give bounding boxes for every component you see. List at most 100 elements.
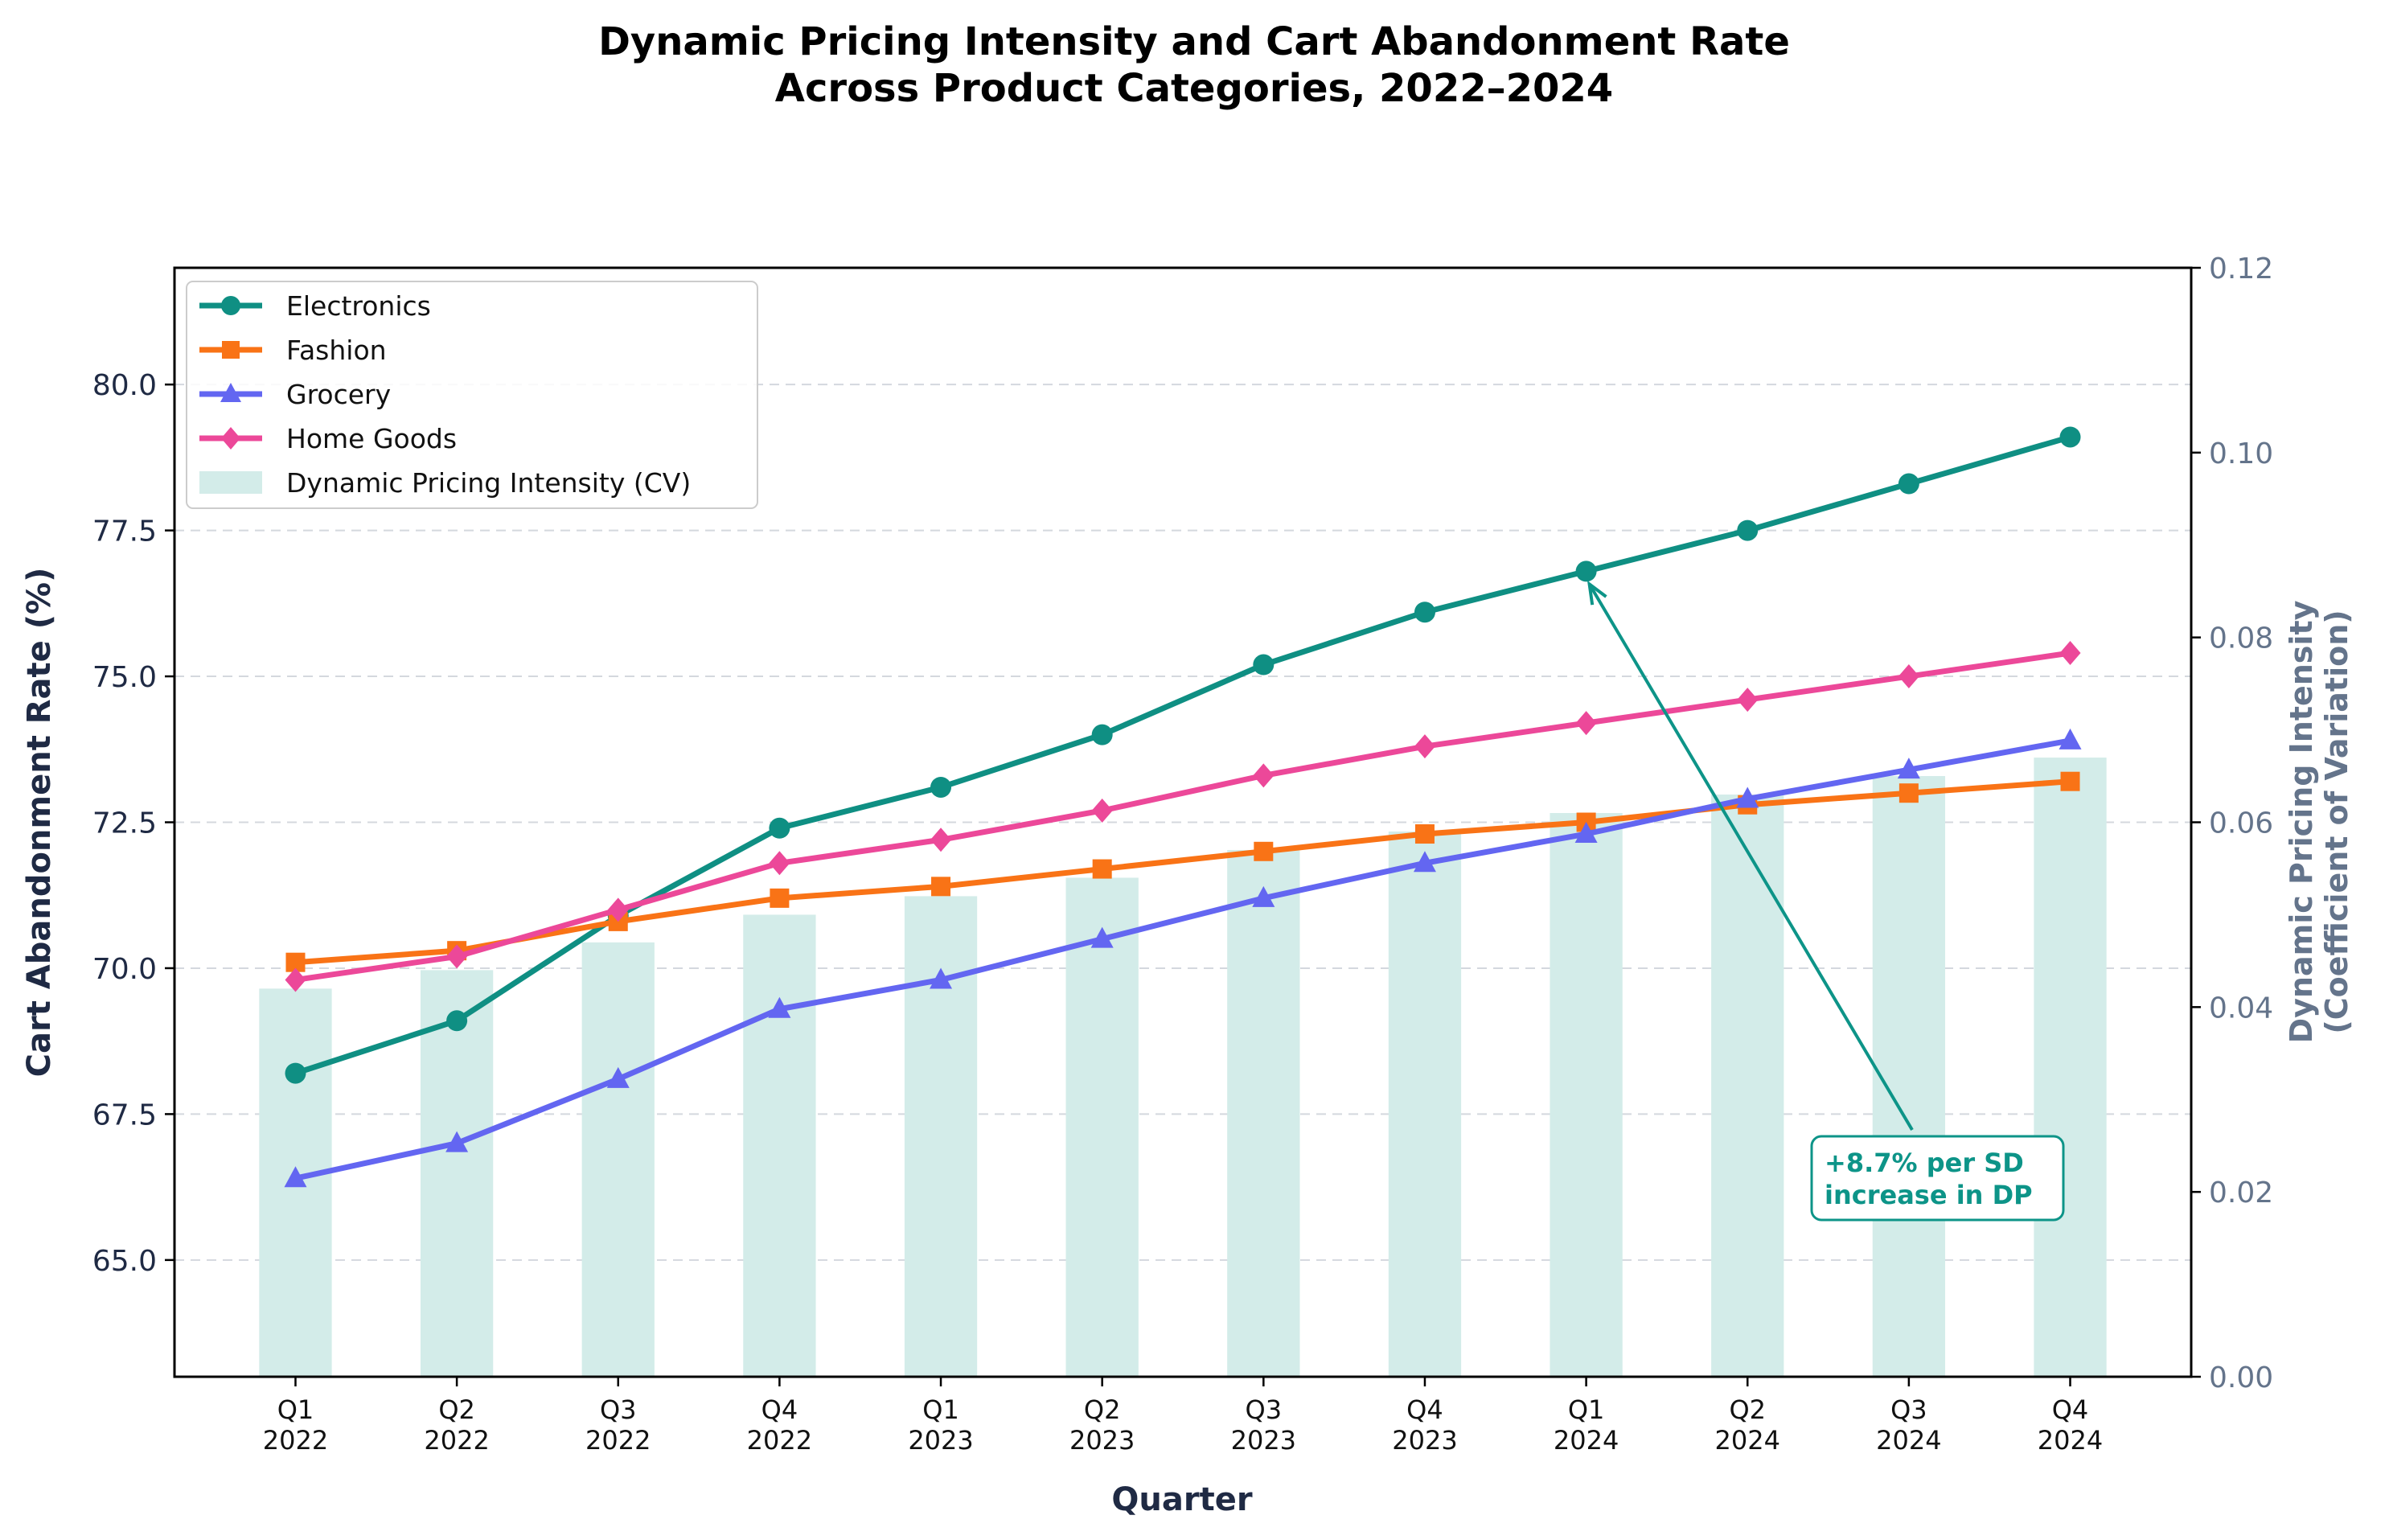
legend-label: Dynamic Pricing Intensity (CV) [286, 467, 691, 499]
y2-tick-label: 0.02 [2209, 1177, 2273, 1209]
series-point-electronics [769, 817, 790, 839]
x-tick-quarter: Q2 [1729, 1394, 1766, 1425]
series-point-grocery [1736, 786, 1759, 808]
y-tick-label: 67.5 [92, 1099, 157, 1131]
x-tick-year: 2023 [1392, 1425, 1457, 1456]
series-point-grocery [930, 967, 953, 989]
x-tick-year: 2022 [747, 1425, 812, 1456]
x-tick-quarter: Q1 [277, 1394, 314, 1425]
y2-tick-label: 0.10 [2209, 437, 2273, 470]
annotation-arrow-head [1587, 580, 1607, 606]
series-point-home-goods [1575, 711, 1597, 736]
dp-intensity-bar [1065, 877, 1139, 1377]
y2-axis-label-line: (Coefficient of Variation) [2319, 610, 2354, 1033]
series-point-electronics [446, 1010, 468, 1032]
series-point-grocery [1574, 822, 1598, 844]
y-tick-label: 65.0 [92, 1245, 157, 1278]
series-point-grocery [768, 996, 791, 1018]
y-tick-label: 80.0 [92, 369, 157, 402]
y2-tick-label: 0.06 [2209, 807, 2273, 840]
series-point-grocery [1897, 758, 1920, 779]
legend-marker [222, 341, 240, 359]
legend-bar-swatch [199, 471, 262, 494]
x-tick-year: 2024 [2038, 1425, 2103, 1456]
y-tick-label: 72.5 [92, 807, 157, 840]
x-tick-quarter: Q1 [922, 1394, 959, 1425]
legend-label: Fashion [286, 335, 387, 366]
series-point-fashion [770, 888, 790, 908]
dp-intensity-bar [581, 942, 655, 1377]
x-tick-quarter: Q4 [2052, 1394, 2089, 1425]
series-point-home-goods [446, 944, 468, 969]
legend-label: Home Goods [286, 423, 457, 454]
series-point-grocery [1090, 926, 1114, 948]
annotation-arrow-line [1587, 583, 1914, 1131]
series-point-home-goods [1253, 763, 1275, 788]
y2-axis-label-line: Dynamic Pricing Intensity [2284, 600, 2319, 1043]
series-point-electronics [1414, 602, 1435, 623]
series-point-electronics [1737, 519, 1759, 541]
x-tick-year: 2022 [585, 1425, 651, 1456]
legend-box [186, 281, 758, 509]
annotation-box [1810, 1135, 2065, 1222]
dp-intensity-bar [1711, 795, 1784, 1377]
series-point-grocery [445, 1131, 469, 1152]
series-line-grocery [294, 737, 2071, 1181]
dp-intensity-bar [2034, 758, 2107, 1377]
series-point-grocery [284, 1166, 307, 1188]
series-point-home-goods [930, 827, 952, 852]
series-point-electronics [1575, 561, 1597, 582]
y2-tick-label: 0.12 [2209, 253, 2273, 285]
legend-label: Grocery [286, 379, 391, 410]
series-point-home-goods [1091, 798, 1113, 823]
series-point-electronics [285, 1062, 306, 1084]
series-point-home-goods [769, 851, 790, 876]
chart-title-line: Dynamic Pricing Intensity and Cart Aband… [598, 19, 1790, 64]
chart-title-line: Across Product Categories, 2022–2024 [775, 66, 1613, 111]
series-point-home-goods [2059, 641, 2081, 666]
x-axis-label: Quarter [1111, 1481, 1252, 1518]
series-point-home-goods [1414, 734, 1435, 759]
series-point-electronics [1253, 654, 1275, 676]
series-point-grocery [606, 1066, 630, 1088]
x-tick-year: 2023 [1069, 1425, 1135, 1456]
series-point-fashion [1254, 841, 1274, 861]
x-tick-quarter: Q3 [600, 1394, 637, 1425]
x-tick-year: 2022 [424, 1425, 489, 1456]
legend-label: Electronics [286, 290, 431, 322]
x-tick-year: 2024 [1876, 1425, 1941, 1456]
x-tick-year: 2023 [1231, 1425, 1296, 1456]
series-line-electronics [294, 434, 2071, 1076]
legend-marker [221, 296, 240, 315]
x-tick-year: 2024 [1554, 1425, 1619, 1456]
y2-tick-label: 0.00 [2209, 1361, 2273, 1394]
series-point-grocery [1413, 851, 1436, 873]
dp-intensity-bar [1550, 813, 1623, 1377]
series-line-home-goods [294, 650, 2071, 983]
series-point-fashion [2060, 771, 2080, 791]
y-tick-label: 77.5 [92, 515, 157, 548]
x-tick-quarter: Q2 [1084, 1394, 1121, 1425]
series-point-grocery [2059, 728, 2082, 749]
series-point-fashion [1898, 783, 1919, 803]
series-point-fashion [1414, 824, 1435, 844]
x-tick-year: 2022 [263, 1425, 328, 1456]
series-point-home-goods [607, 897, 629, 922]
x-tick-year: 2023 [908, 1425, 973, 1456]
series-point-grocery [1252, 885, 1275, 907]
legend-marker [220, 383, 241, 402]
series-point-home-goods [285, 967, 306, 992]
y2-tick-label: 0.04 [2209, 992, 2273, 1025]
dp-intensity-bar [743, 914, 816, 1377]
dp-intensity-bar [1227, 849, 1300, 1377]
x-tick-quarter: Q3 [1890, 1394, 1927, 1425]
series-point-electronics [1091, 724, 1113, 745]
series-point-fashion [931, 877, 951, 897]
dp-intensity-bar [1388, 831, 1462, 1377]
x-tick-quarter: Q1 [1568, 1394, 1605, 1425]
x-tick-quarter: Q4 [1406, 1394, 1443, 1425]
y-tick-label: 70.0 [92, 953, 157, 986]
y-tick-label: 75.0 [92, 661, 157, 694]
